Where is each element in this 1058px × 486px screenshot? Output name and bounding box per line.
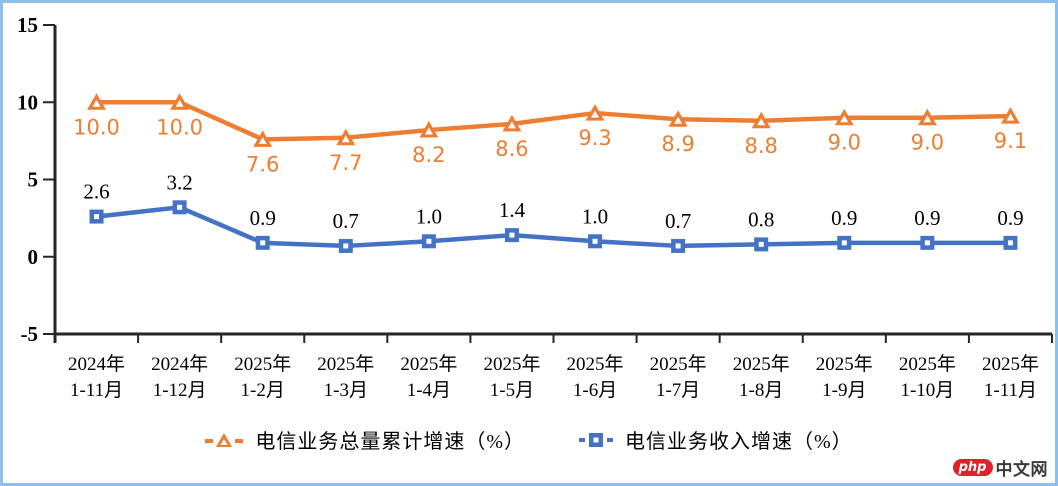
square-marker-center <box>592 238 598 244</box>
x-tick-label-year: 2025年 <box>400 353 457 375</box>
value-label: 1.0 <box>416 204 442 228</box>
x-tick-label-year: 2025年 <box>650 353 707 375</box>
square-marker-center <box>177 204 183 210</box>
site-watermark: php 中文网 <box>952 455 1048 480</box>
triangle-marker-center <box>674 116 683 124</box>
value-label: 0.9 <box>250 206 276 230</box>
x-tick-label-month: 1-11月 <box>70 380 123 401</box>
x-tick-label-month: 1-6月 <box>573 380 617 401</box>
square-marker-center <box>509 232 515 238</box>
triangle-marker-center <box>1006 113 1015 121</box>
x-tick-label-year: 2024年 <box>68 353 125 375</box>
value-label: 10.0 <box>73 115 120 139</box>
x-tick-label-month: 1-2月 <box>241 380 285 401</box>
chart-legend: 电信业务总量累计增速（%） 电信业务收入增速（%） <box>3 425 1055 454</box>
y-tick-label: -5 <box>21 322 39 346</box>
square-marker-center <box>426 238 432 244</box>
x-tick-label-month: 1-3月 <box>324 380 368 401</box>
triangle-marker-center <box>923 115 932 123</box>
triangle-marker-center <box>757 118 766 126</box>
x-tick-label-month: 1-12月 <box>153 380 207 401</box>
triangle-marker-center <box>92 99 101 107</box>
value-label: 9.0 <box>911 131 944 155</box>
value-label: 2.6 <box>83 180 109 204</box>
y-tick-label: 5 <box>28 168 39 192</box>
value-label: 3.2 <box>167 170 193 194</box>
x-tick-label-year: 2025年 <box>483 353 540 375</box>
x-tick-label-month: 1-10月 <box>900 380 954 401</box>
value-label: 10.0 <box>156 115 203 139</box>
x-tick-label-year: 2025年 <box>317 353 374 375</box>
triangle-marker-center <box>424 127 433 135</box>
square-marker-center <box>1007 240 1013 246</box>
series-line-0 <box>94 100 1013 142</box>
value-label: 7.7 <box>329 151 362 175</box>
value-label: 0.9 <box>997 206 1023 230</box>
x-tick-label-year: 2024年 <box>151 353 208 375</box>
legend-item-revenue-growth: 电信业务收入增速（%） <box>579 425 853 454</box>
value-label: 0.9 <box>831 206 857 230</box>
square-marker-center <box>841 240 847 246</box>
legend-square-marker-icon <box>579 432 613 447</box>
value-label: 8.8 <box>745 134 778 158</box>
legend-triangle-marker-icon <box>205 432 244 447</box>
triangle-marker-center <box>591 110 600 118</box>
y-tick-label: 15 <box>17 13 38 37</box>
square-marker-center <box>343 243 349 249</box>
triangle-marker-center <box>507 121 516 129</box>
x-tick-label-year: 2025年 <box>899 353 956 375</box>
x-tick-label-month: 1-9月 <box>822 380 866 401</box>
y-tick-label: 10 <box>17 90 38 114</box>
x-tick-label-month: 1-11月 <box>984 380 1037 401</box>
square-marker-center <box>260 240 266 246</box>
site-name-text: 中文网 <box>995 460 1048 480</box>
value-label: 8.2 <box>412 143 445 167</box>
value-label: 1.0 <box>582 204 608 228</box>
x-tick-label-year: 2025年 <box>567 353 624 375</box>
value-label: 0.9 <box>914 206 940 230</box>
square-marker-center <box>94 214 100 220</box>
x-tick-label-month: 1-5月 <box>490 380 534 401</box>
value-label: 7.6 <box>246 152 279 176</box>
value-label: 9.0 <box>828 131 861 155</box>
value-label: 0.7 <box>665 209 691 233</box>
square-marker-center <box>758 241 764 247</box>
value-label: 9.1 <box>994 129 1027 153</box>
series-line-1 <box>94 205 1013 249</box>
x-tick-label-year: 2025年 <box>982 353 1039 375</box>
value-label: 9.3 <box>578 126 611 150</box>
triangle-marker-center <box>840 115 849 123</box>
value-label: 8.6 <box>495 137 528 161</box>
x-tick-label-year: 2025年 <box>816 353 873 375</box>
legend-item-total-volume-growth: 电信业务总量累计增速（%） <box>205 425 525 454</box>
square-marker-center <box>924 240 930 246</box>
x-tick-label-month: 1-8月 <box>739 380 783 401</box>
triangle-marker-center <box>258 136 267 144</box>
y-tick-label: 0 <box>28 245 39 269</box>
x-tick-label-year: 2025年 <box>234 353 291 375</box>
triangle-marker-center <box>341 135 350 143</box>
x-tick-label-month: 1-7月 <box>656 380 700 401</box>
value-label: 0.7 <box>333 209 359 233</box>
php-logo-badge: php <box>952 459 993 476</box>
legend-label-total-volume-growth: 电信业务总量累计增速（%） <box>255 431 525 453</box>
value-label: 8.9 <box>661 132 694 156</box>
x-tick-label-year: 2025年 <box>733 353 790 375</box>
square-marker-center <box>675 243 681 249</box>
triangle-marker-center <box>175 99 184 107</box>
value-label: 0.8 <box>748 207 774 231</box>
x-tick-label-month: 1-4月 <box>407 380 451 401</box>
line-chart-plot-area: 15 10 5 0 -5 2024年 1-11月 2024年 1-12月 2025年 1-2月 202… <box>17 13 1053 401</box>
legend-label-revenue-growth: 电信业务收入增速（%） <box>625 431 853 453</box>
value-label: 1.4 <box>499 198 526 222</box>
